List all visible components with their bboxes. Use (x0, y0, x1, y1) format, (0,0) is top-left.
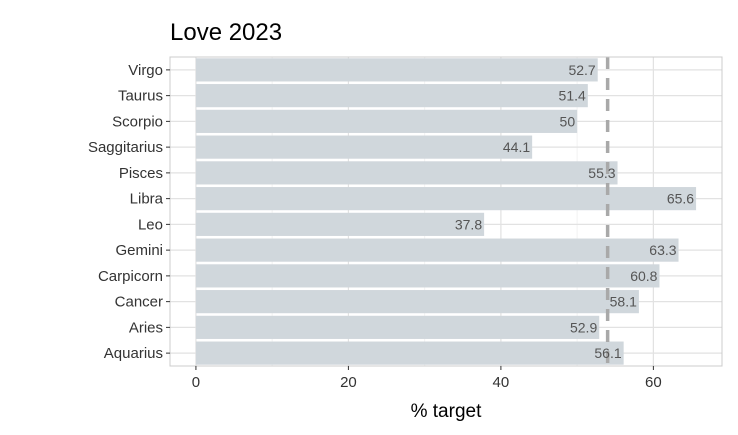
x-tick-label: 60 (645, 374, 662, 391)
x-tick-label: 20 (340, 374, 357, 391)
y-tick-label: Libra (130, 191, 164, 208)
data-label: 51.4 (559, 88, 586, 104)
x-tick-label: 40 (493, 374, 510, 391)
plot-area: 52.7 51.4 50 44.1 55.3 65.6 37.8 63.3 60.8 58.1 52… (88, 56, 723, 391)
y-tick-label: Pisces (119, 165, 163, 182)
y-tick-label: Virgo (128, 62, 163, 79)
bar-aries (195, 315, 600, 339)
bar-carpicorn (195, 264, 660, 288)
y-tick-label: Scorpio (112, 113, 163, 130)
y-tick-label: Leo (138, 216, 163, 233)
data-label: 60.8 (630, 268, 657, 284)
bar-libra (195, 187, 697, 211)
y-tick-label: Saggitarius (88, 139, 163, 156)
data-label: 37.8 (455, 216, 482, 232)
chart-title: Love 2023 (170, 19, 282, 46)
x-tick-label: 0 (192, 374, 200, 391)
data-label: 44.1 (503, 139, 530, 155)
data-label: 63.3 (649, 242, 676, 258)
bar-leo (195, 212, 485, 236)
x-axis-title: % target (411, 401, 482, 422)
bar-cancer (195, 290, 639, 314)
y-tick-label: Taurus (118, 88, 163, 105)
data-label: 52.7 (568, 62, 595, 78)
plot-border (169, 56, 723, 367)
bar-pisces (195, 161, 618, 185)
data-label: 52.9 (570, 319, 597, 335)
bar-aquarius (195, 341, 624, 365)
data-label: 56.1 (594, 345, 621, 361)
bar-taurus (195, 84, 588, 108)
y-tick-label: Cancer (115, 294, 163, 311)
data-label: 50 (560, 113, 576, 129)
data-label: 58.1 (610, 294, 637, 310)
bar-gemini (195, 238, 679, 262)
plot-panel (170, 57, 722, 366)
y-tick-label: Carpicorn (98, 268, 163, 285)
data-label: 65.6 (667, 191, 694, 207)
data-label: 55.3 (588, 165, 615, 181)
y-tick-label: Gemini (115, 242, 163, 259)
bar-virgo (195, 58, 598, 82)
y-tick-label: Aquarius (104, 345, 163, 362)
bar-scorpio (195, 109, 578, 133)
y-tick-label: Aries (129, 319, 163, 336)
bar-saggitarius (195, 135, 533, 159)
